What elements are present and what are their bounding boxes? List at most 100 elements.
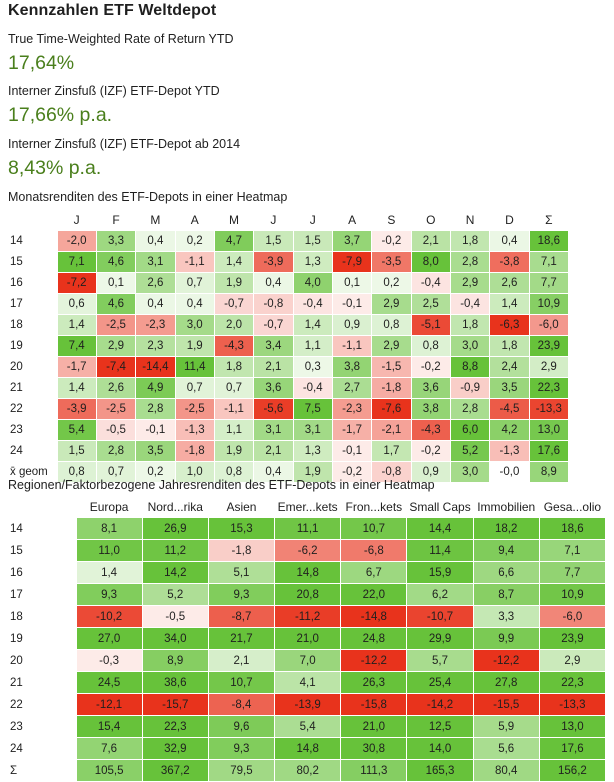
heatmap-cell: 2,8: [449, 251, 491, 273]
heatmap-cell: -3,9: [253, 251, 294, 273]
heatmap-cell: 2,9: [95, 335, 137, 357]
heatmap-cell: -1,8: [174, 440, 215, 462]
heatmap-row-label: 24: [10, 445, 23, 457]
heatmap-cell: 0,7: [213, 377, 255, 399]
heatmap-corner: [8, 497, 76, 518]
heatmap-cell: 27,8: [472, 671, 540, 694]
heatmap-cell: -6,8: [340, 539, 408, 562]
heatmap-cell: -0,3: [75, 649, 143, 672]
page-title: Kennzahlen ETF Weltdepot: [8, 2, 217, 19]
heatmap-cell: 26,9: [141, 517, 209, 540]
heatmap-cell: 9,6: [207, 715, 276, 738]
heatmap-cell: 14,8: [274, 737, 342, 760]
heatmap-cell: 1,9: [213, 440, 255, 462]
metric-value-izf-2014: 8,43% p.a.: [8, 157, 102, 179]
heatmap-cell: 18,6: [538, 517, 607, 540]
heatmap-cell: 9,9: [472, 627, 540, 650]
heatmap-row-label: 18: [10, 319, 23, 331]
heatmap-column-label: S: [387, 212, 396, 227]
heatmap-cell: 7,1: [56, 251, 97, 273]
heatmap-cell: 8,1: [75, 517, 143, 540]
heatmap-cell: 3,1: [253, 419, 294, 441]
heatmap-column-label: Immobilien: [477, 500, 536, 514]
heatmap-cell: 3,5: [135, 440, 176, 462]
heatmap-cell: 1,5: [56, 440, 97, 462]
regional-heatmap: Europa Nord...rika Asien Emer...kets Fron...…: [8, 497, 607, 782]
heatmap-cell: 32,9: [141, 737, 209, 760]
heatmap-cell: 21,0: [274, 627, 342, 650]
heatmap-cell: 3,1: [135, 251, 176, 273]
heatmap-cell: 1,3: [292, 251, 333, 273]
heatmap-cell: 1,4: [56, 314, 97, 336]
heatmap-cell: 0,7: [174, 272, 215, 294]
heatmap-column-label: J: [73, 212, 80, 227]
heatmap-cell: -0,1: [331, 440, 373, 462]
heatmap-cell: 4,6: [95, 251, 137, 273]
heatmap-cell: 3,0: [449, 335, 491, 357]
heatmap-cell: -5,1: [410, 314, 451, 336]
heatmap-cell: 2,5: [410, 293, 451, 315]
heatmap-cell: 23,9: [528, 335, 570, 357]
heatmap-row: 14 8,1 26,9 15,3 11,1 10,7 14,4 18,2 18,6: [8, 517, 607, 540]
heatmap-cell: 7,4: [56, 335, 97, 357]
monthly-heatmap: J F M A M J J A S O N D Σ 14 -2,0 3,3 0,4 0,2 4,7 1,5 1,5 3,7…: [8, 209, 570, 483]
heatmap-cell: 2,0: [213, 314, 255, 336]
heatmap-cell: -10,7: [406, 605, 474, 628]
heatmap-cell: -0,1: [331, 293, 373, 315]
heatmap-column-label: M: [150, 212, 161, 227]
heatmap-column-label: Small Caps: [409, 500, 471, 514]
heatmap-cell: 3,3: [95, 230, 137, 252]
heatmap-cell: 8,9: [141, 649, 209, 672]
heatmap-cell: 5,6: [472, 737, 540, 760]
heatmap-cell: 6,2: [406, 583, 474, 606]
heatmap-cell: -13,9: [274, 693, 342, 716]
heatmap-row-label: 15: [10, 544, 23, 557]
heatmap-cell: -1,1: [331, 335, 373, 357]
heatmap-cell: 17,6: [528, 440, 570, 462]
heatmap-cell: 2,6: [489, 272, 530, 294]
heatmap-row-label: 19: [10, 340, 23, 352]
heatmap-row: 17 9,3 5,2 9,3 20,8 22,0 6,2 8,7 10,9: [8, 583, 607, 606]
heatmap-cell: 14,0: [406, 737, 474, 760]
heatmap-cell: 1,4: [489, 293, 530, 315]
heatmap-row: 23 5,4 -0,5 -0,1 -1,3 1,1 3,1 3,1 -1,7 -2,1 -4,3 6,…: [8, 419, 570, 441]
heatmap-cell: 18,2: [472, 517, 540, 540]
heatmap-cell: 14,2: [141, 561, 209, 584]
heatmap-row: 20 -1,7 -7,4 -14,4 11,4 1,8 2,1 0,3 3,8 -1,5 -0,2 8…: [8, 356, 570, 378]
heatmap-cell: 9,3: [75, 583, 143, 606]
heatmap-cell: 7,1: [538, 539, 607, 562]
heatmap-cell: 2,4: [489, 356, 530, 378]
heatmap-cell: 8,8: [449, 356, 491, 378]
heatmap-cell: -6,2: [274, 539, 342, 562]
heatmap-cell: -0,9: [449, 377, 491, 399]
heatmap-row: x̄ geom 0,8 0,7 0,2 1,0 0,8 0,4 1,9 -0,2 -0,8 0,9 3…: [8, 461, 570, 483]
heatmap-row: 23 15,4 22,3 9,6 5,4 21,0 12,5 5,9 13,0: [8, 715, 607, 738]
heatmap-cell: 2,6: [135, 272, 176, 294]
metric-label-izf-2014: Interner Zinsfuß (IZF) ETF-Depot ab 2014: [8, 137, 241, 151]
heatmap-cell: -1,1: [213, 398, 255, 420]
heatmap-cell: 29,9: [406, 627, 474, 650]
heatmap-column-label: O: [426, 212, 436, 227]
heatmap-row: Σ 105,5 367,2 79,5 80,2 111,3 165,3 80,4 156,2: [8, 759, 607, 782]
heatmap-row-label: 14: [10, 522, 23, 535]
metric-value-izf-ytd: 17,66% p.a.: [8, 104, 113, 126]
heatmap-row: 20 -0,3 8,9 2,1 7,0 -12,2 5,7 -12,2 2,9: [8, 649, 607, 672]
heatmap-cell: -7,2: [56, 272, 97, 294]
heatmap-cell: 79,5: [207, 759, 276, 782]
heatmap-column-label: Nord...rika: [147, 500, 203, 514]
heatmap-cell: -0,4: [449, 293, 491, 315]
heatmap-cell: 15,4: [75, 715, 143, 738]
heatmap-header-row: Europa Nord...rika Asien Emer...kets Fron...…: [8, 497, 606, 518]
heatmap-cell: -1,1: [174, 251, 215, 273]
heatmap-cell: 367,2: [141, 759, 209, 782]
heatmap-column-label: Gesa...olio: [543, 500, 602, 514]
heatmap-cell: 2,8: [95, 440, 137, 462]
heatmap-cell: -0,8: [253, 293, 294, 315]
heatmap-cell: -4,5: [489, 398, 530, 420]
heatmap-cell: 5,4: [274, 715, 342, 738]
heatmap-cell: 1,5: [253, 230, 294, 252]
heatmap-cell: -13,3: [538, 693, 607, 716]
heatmap-cell: -1,3: [489, 440, 530, 462]
heatmap-cell: 4,7: [213, 230, 255, 252]
heatmap-row-label: 24: [10, 742, 23, 755]
